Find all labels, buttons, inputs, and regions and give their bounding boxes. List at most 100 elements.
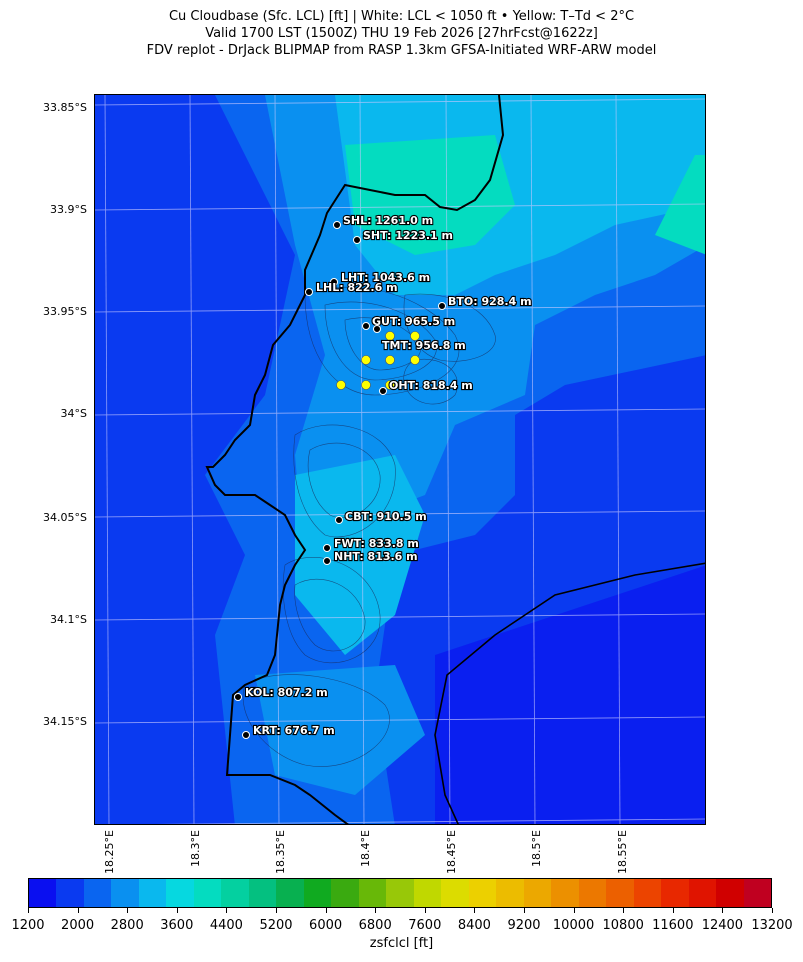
colorbar-segment [29, 879, 57, 907]
colorbar-segment [633, 879, 662, 907]
colorbar-tick-label: 9200 [507, 918, 541, 933]
station-marker-bto[interactable] [438, 302, 446, 310]
station-label-lhl: LHL: 822.6 m [316, 281, 398, 294]
colorbar-tick-mark [672, 908, 674, 913]
colorbar-tick-label: 6800 [358, 918, 392, 933]
station-label-gut: GUT: 965.5 m [372, 315, 455, 328]
yellow-marker [385, 380, 395, 390]
colorbar-segment [578, 879, 607, 907]
colorbar-segment [276, 879, 304, 907]
yellow-marker [410, 355, 420, 365]
yellow-marker [336, 380, 346, 390]
colorbar-segment [496, 879, 524, 907]
yellow-marker [385, 331, 395, 341]
station-marker-cbt[interactable] [335, 516, 343, 524]
colorbar-segment [523, 879, 552, 907]
station-marker-fwt[interactable] [323, 544, 331, 552]
highest-field [345, 135, 515, 255]
station-marker-kol[interactable] [234, 693, 242, 701]
station-label-lht: LHT: 1043.6 m [341, 271, 430, 284]
colorbar-segment [661, 879, 689, 907]
station-label-kol: KOL: 807.2 m [245, 686, 328, 699]
station-marker-oht[interactable] [379, 387, 387, 395]
yellow-marker [385, 355, 395, 365]
colorbar-segment [138, 879, 167, 907]
station-marker-lht[interactable] [330, 278, 338, 286]
station-marker-gut[interactable] [362, 322, 370, 330]
colorbar-segment [83, 879, 112, 907]
colorbar-tick-mark [276, 908, 277, 913]
colorbar-tick-label: 13200 [751, 918, 793, 933]
colorbar-tick-mark [28, 908, 29, 913]
colorbar-tick-label: 2000 [61, 918, 95, 933]
lat-label: 33.9°S [50, 203, 87, 216]
boundary-east [434, 562, 705, 824]
colorbar-tick-mark [772, 908, 773, 913]
station-marker-tmt[interactable] [373, 325, 381, 333]
colorbar-segment [331, 879, 359, 907]
station-label-tmt: TMT: 956.8 m [382, 339, 466, 352]
station-label-fwt: FWT: 833.8 m [334, 537, 419, 550]
colorbar-tick-label: 11600 [652, 918, 694, 933]
lat-label: 34°S [60, 407, 87, 420]
colorbar [28, 878, 772, 908]
station-label-bto: BTO: 928.4 m [448, 295, 532, 308]
colorbar-tick-label: 3600 [160, 918, 194, 933]
lat-label: 33.85°S [43, 101, 87, 114]
lat-label: 34.05°S [43, 511, 87, 524]
station-marker-sht[interactable] [353, 236, 361, 244]
yellow-marker [361, 380, 371, 390]
colorbar-tick-label: 2800 [110, 918, 144, 933]
colorbar-tick-mark [573, 908, 575, 913]
lat-label: 33.95°S [43, 305, 87, 318]
yellow-markers [336, 331, 420, 390]
colorbar-tick-mark [424, 908, 426, 913]
colorbar-tick-label: 5200 [259, 918, 293, 933]
colorbar-tick-mark [127, 908, 129, 913]
map-title-line2: Valid 1700 LST (1500Z) THU 19 Feb 2026 [… [205, 26, 598, 41]
colorbar-segment [166, 879, 194, 907]
lon-label: 18.55°E [616, 830, 629, 874]
colorbar-tick-label: 6000 [309, 918, 343, 933]
station-label-oht: OHT: 818.4 m [389, 379, 473, 392]
lat-label: 34.15°S [43, 715, 87, 728]
colorbar-label: zsfclcl [ft] [369, 936, 434, 951]
station-layer: SHL: 1261.0 m SHT: 1223.1 m LHT: 1043.6 mL… [234, 213, 533, 739]
colorbar-segment [248, 879, 277, 907]
colorbar-segment [111, 879, 139, 907]
graticule [95, 95, 705, 824]
station-marker-shl[interactable] [333, 221, 341, 229]
station-label-nht: NHT: 813.6 m [334, 550, 418, 563]
colorbar-tick-mark [226, 908, 228, 913]
colorbar-segment [441, 879, 469, 907]
lon-label: 18.45°E [445, 830, 458, 874]
map-canvas: SHL: 1261.0 m SHT: 1223.1 m LHT: 1043.6 mL… [95, 95, 705, 824]
colorbar-tick-label: 10800 [602, 918, 644, 933]
colorbar-tick-mark [375, 908, 377, 913]
map-title-line1: Cu Cloudbase (Sfc. LCL) [ft] | White: LC… [168, 9, 635, 24]
colorbar-segment [386, 879, 414, 907]
colorbar-segment [688, 879, 717, 907]
colorbar-segment [551, 879, 579, 907]
station-marker-krt[interactable] [242, 731, 250, 739]
lon-label: 18.25°E [103, 830, 116, 874]
colorbar-tick-mark [325, 908, 327, 913]
colorbar-tick-mark [524, 908, 525, 913]
colorbar-segment [358, 879, 387, 907]
station-label-sht: SHT: 1223.1 m [363, 229, 453, 242]
colorbar-segment [413, 879, 442, 907]
yellow-marker [410, 331, 420, 341]
station-marker-nht[interactable] [323, 557, 331, 565]
colorbar-segment [56, 879, 84, 907]
colorbar-tick-label: 7600 [408, 918, 442, 933]
station-marker-lhl[interactable] [305, 288, 313, 296]
station-label-krt: KRT: 676.7 m [253, 724, 335, 737]
colorbar-tick-mark [176, 908, 178, 913]
colorbar-tick-label: 10000 [552, 918, 595, 933]
colorbar-tick-mark [77, 908, 79, 913]
colorbar-tick-label: 4400 [209, 918, 243, 933]
colorbar-segment [716, 879, 744, 907]
station-label-cbt: CBT: 910.5 m [345, 510, 427, 523]
terrain-contours [242, 286, 496, 767]
